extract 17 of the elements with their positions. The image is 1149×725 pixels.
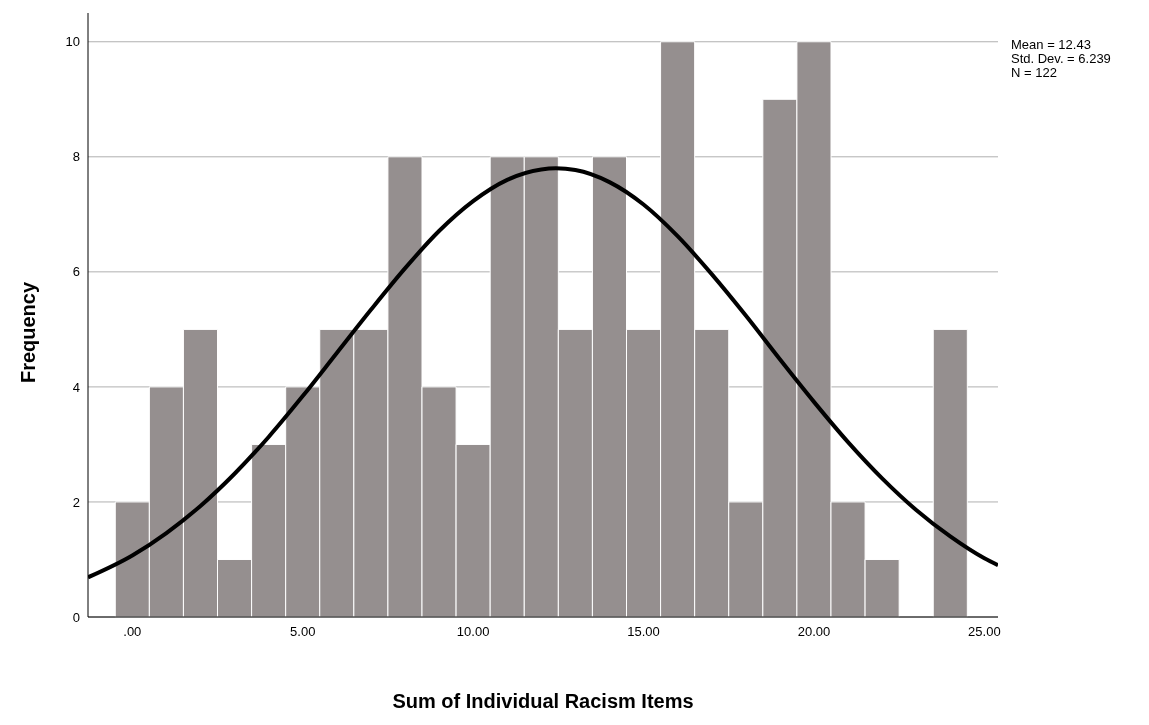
text: Std. Dev. = 6.239 [1011, 51, 1111, 66]
y-tick-label: 6 [72, 264, 80, 280]
x-tick-label: 25.00 [968, 624, 1001, 640]
text: Mean = 12.43 [1011, 37, 1092, 52]
y-axis-title: Frequency [16, 280, 40, 386]
x-tick-label: 20.00 [797, 624, 831, 640]
x-tick-label: 5.00 [290, 624, 316, 640]
y-tick-label: 10 [65, 34, 80, 50]
y-tick-label: 4 [72, 379, 80, 395]
y-tick-label: 2 [72, 494, 80, 510]
y-tick-label: 0 [72, 609, 80, 625]
x-axis-title: Sum of Individual Racism Items [391, 690, 695, 713]
y-tick-label: 8 [72, 149, 80, 165]
x-tick-label: 10.00 [456, 624, 490, 640]
text: N = 122 [1011, 65, 1058, 80]
x-tick-label: 15.00 [627, 624, 660, 640]
x-tick-label: .00 [123, 624, 142, 640]
